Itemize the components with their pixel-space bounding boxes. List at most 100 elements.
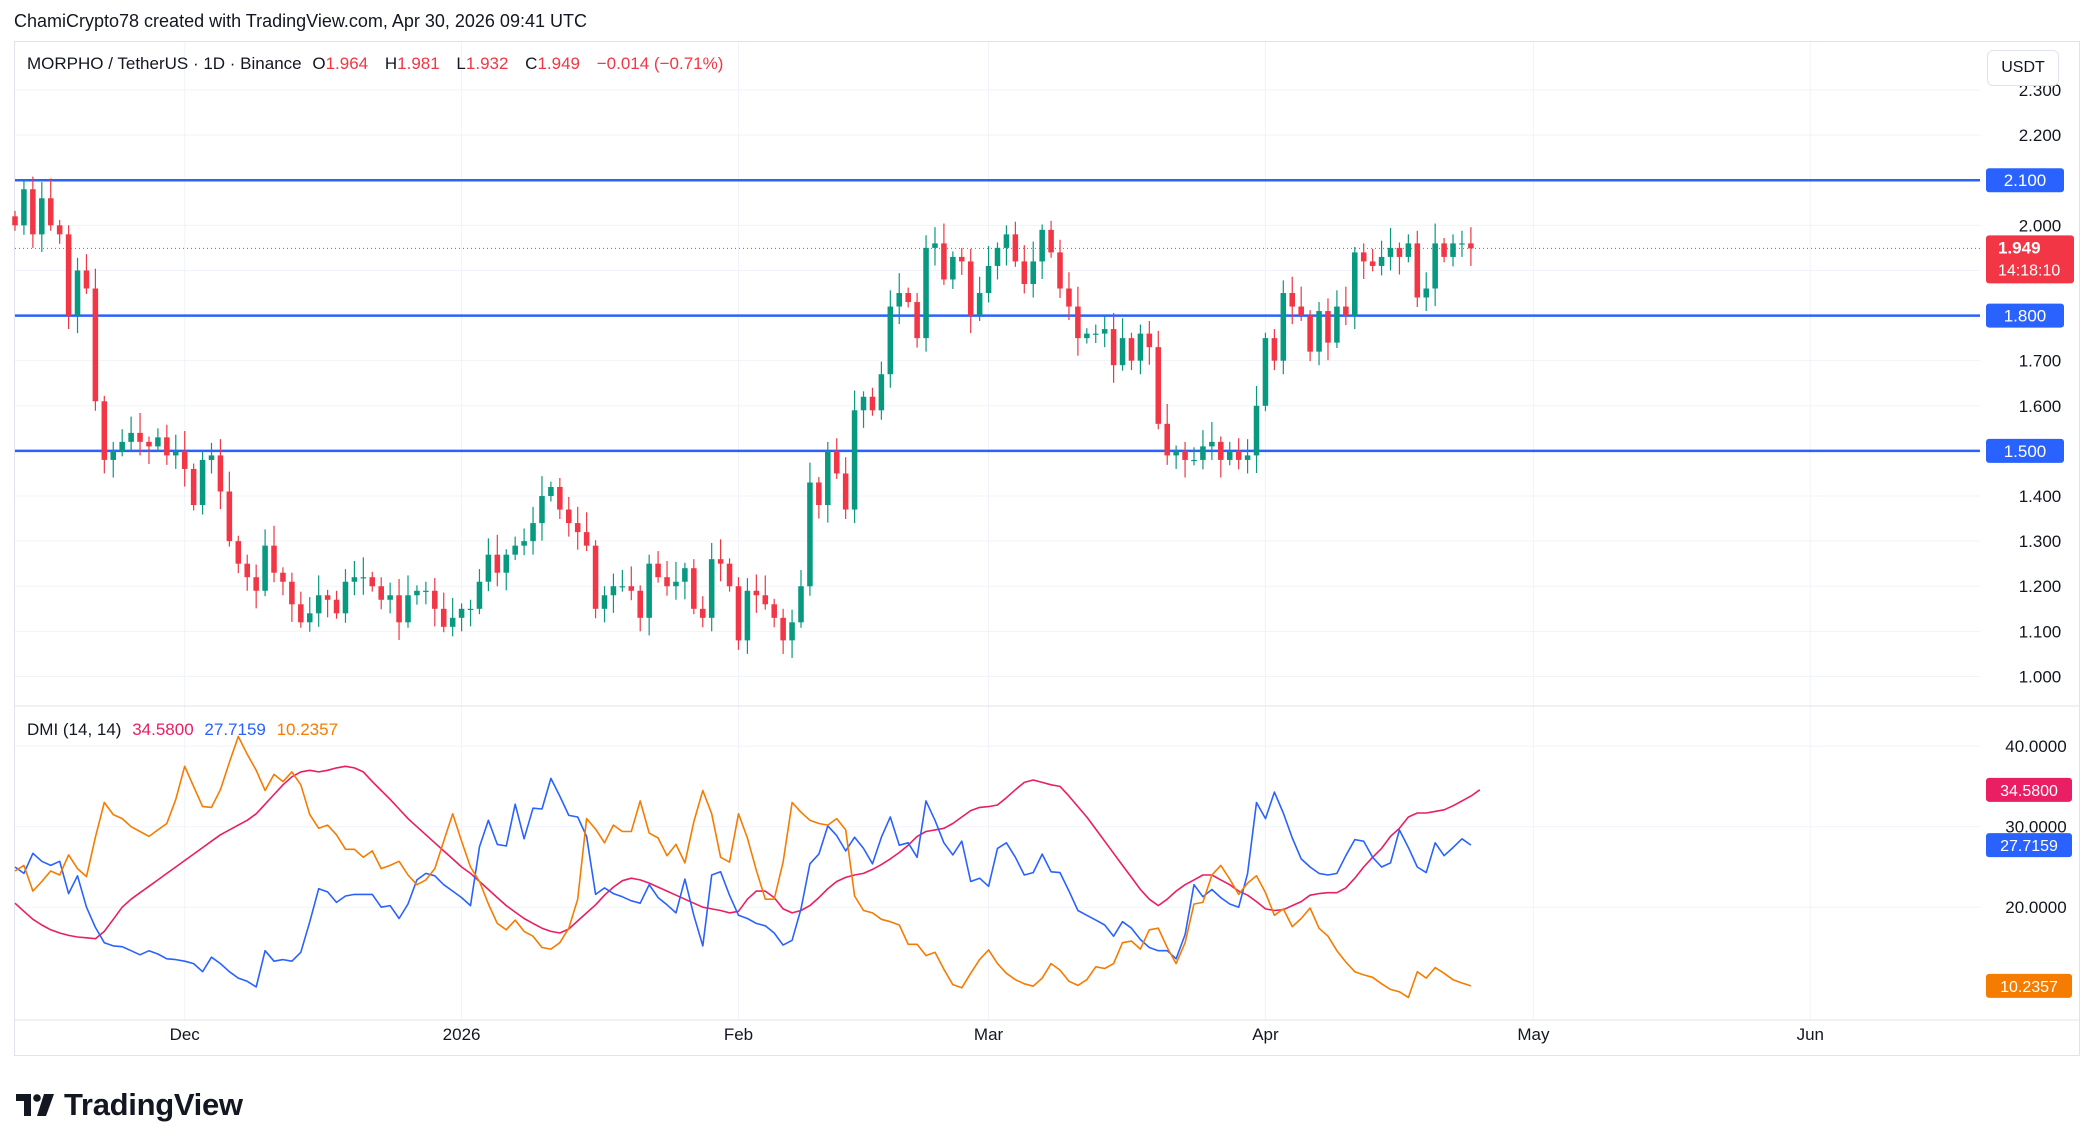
- candle-body: [173, 450, 179, 456]
- currency-unit-button[interactable]: USDT: [1987, 50, 2059, 86]
- candle-body: [405, 595, 411, 623]
- candle-body: [351, 577, 358, 582]
- candle-body: [825, 450, 831, 506]
- candle-body: [798, 586, 804, 623]
- candle-body: [1280, 293, 1287, 361]
- candle-body: [691, 568, 697, 609]
- x-tick-label: Apr: [1252, 1025, 1279, 1044]
- candle-body: [1066, 288, 1072, 307]
- candle-body: [92, 288, 99, 402]
- y-tick-label: 1.200: [2019, 577, 2062, 596]
- minus-di-value: 10.2357: [276, 720, 339, 739]
- candle-body: [1182, 450, 1188, 460]
- candle-body: [449, 617, 456, 627]
- candle-body: [1289, 293, 1296, 307]
- level-price-tag: [1986, 303, 2064, 328]
- candle-body: [1378, 256, 1385, 266]
- candle-body: [1173, 450, 1179, 456]
- dmi-tick-label: 40.0000: [2005, 737, 2066, 756]
- tradingview-logo[interactable]: TradingView: [16, 1087, 243, 1123]
- candle-body: [753, 590, 760, 596]
- candle-body: [1030, 261, 1036, 284]
- candle-body: [548, 486, 554, 497]
- candle-body: [619, 586, 626, 588]
- candle-body: [708, 559, 715, 618]
- candle-body: [1155, 347, 1162, 424]
- candle-body: [39, 198, 45, 235]
- candle-body: [1057, 252, 1063, 289]
- candle-body: [494, 554, 501, 573]
- candle-body: [717, 559, 724, 564]
- candle-body: [271, 545, 277, 573]
- candle-body: [30, 189, 36, 235]
- chart-credit-line: ChamiCrypto78 created with TradingView.c…: [14, 11, 587, 31]
- candle-body: [119, 441, 125, 451]
- candle-body: [1343, 306, 1349, 316]
- candle-body: [181, 450, 188, 469]
- candle-body: [1396, 247, 1403, 257]
- candle-body: [503, 554, 510, 573]
- candle-body: [199, 459, 206, 506]
- high-value: 1.981: [397, 54, 440, 73]
- y-tick-label: 1.700: [2019, 352, 2062, 371]
- candle-body: [959, 256, 965, 262]
- change-value: −0.014 (−0.71%): [596, 54, 724, 73]
- y-tick-label: 1.000: [2019, 667, 2062, 686]
- candle-body: [762, 595, 769, 605]
- low-label: L: [456, 54, 466, 73]
- candle-body: [557, 486, 563, 510]
- candle-body: [137, 432, 143, 442]
- candle-body: [664, 577, 670, 587]
- candle-body: [1387, 247, 1394, 257]
- candle-body: [155, 437, 161, 447]
- level-price-tag: [1986, 168, 2064, 193]
- candle-body: [208, 455, 215, 460]
- candle-body: [164, 437, 170, 456]
- dmi-value-label: 10.2357: [2000, 979, 2058, 996]
- candle-body: [467, 608, 474, 610]
- candle-body: [637, 590, 643, 618]
- candle-body: [976, 293, 983, 316]
- plus-di-value: 27.7159: [204, 720, 266, 739]
- candle-body: [994, 247, 1001, 266]
- dmi-value-label: 27.7159: [2000, 838, 2058, 855]
- high-label: H: [384, 54, 398, 73]
- candle-body: [726, 563, 733, 587]
- low-value: 1.932: [465, 54, 509, 73]
- symbol-title[interactable]: MORPHO / TetherUS · 1D · Binance: [27, 54, 302, 73]
- candle-body: [583, 532, 590, 546]
- candle-body: [1334, 306, 1340, 343]
- candle-body: [807, 482, 813, 587]
- candle-body: [601, 595, 608, 609]
- candle-body: [816, 482, 822, 506]
- countdown-label: 14:18:10: [1998, 262, 2060, 279]
- candle-body: [342, 581, 349, 614]
- dmi-title[interactable]: DMI (14, 14): [27, 720, 122, 739]
- x-tick-label: Jun: [1797, 1025, 1824, 1044]
- candle-body: [1414, 243, 1421, 298]
- candle-body: [923, 247, 929, 339]
- dmi-tick-label: 30.0000: [2005, 818, 2066, 837]
- candle-body: [1039, 229, 1045, 262]
- candle-body: [860, 396, 867, 411]
- candle-body: [1253, 405, 1260, 456]
- x-tick-label: Feb: [724, 1025, 753, 1044]
- candle-body: [735, 586, 742, 641]
- candle-body: [1235, 450, 1242, 460]
- y-tick-label: 1.400: [2019, 487, 2062, 506]
- candle-body: [1164, 423, 1170, 456]
- dmi-value-tag: [1986, 833, 2072, 858]
- candle-body: [101, 401, 108, 460]
- candle-body: [1369, 261, 1376, 266]
- candle-body: [673, 581, 679, 587]
- candle-body: [458, 608, 465, 618]
- ohlc-legend: MORPHO / TetherUS · 1D · Binance O1.964 …: [27, 54, 729, 74]
- candle-body: [1298, 306, 1304, 316]
- candle-body: [190, 468, 197, 506]
- candle-body: [1003, 234, 1010, 248]
- candle-body: [1441, 243, 1447, 257]
- candle-body: [1262, 338, 1269, 406]
- candle-body: [887, 306, 894, 375]
- close-value: 1.949: [537, 54, 580, 73]
